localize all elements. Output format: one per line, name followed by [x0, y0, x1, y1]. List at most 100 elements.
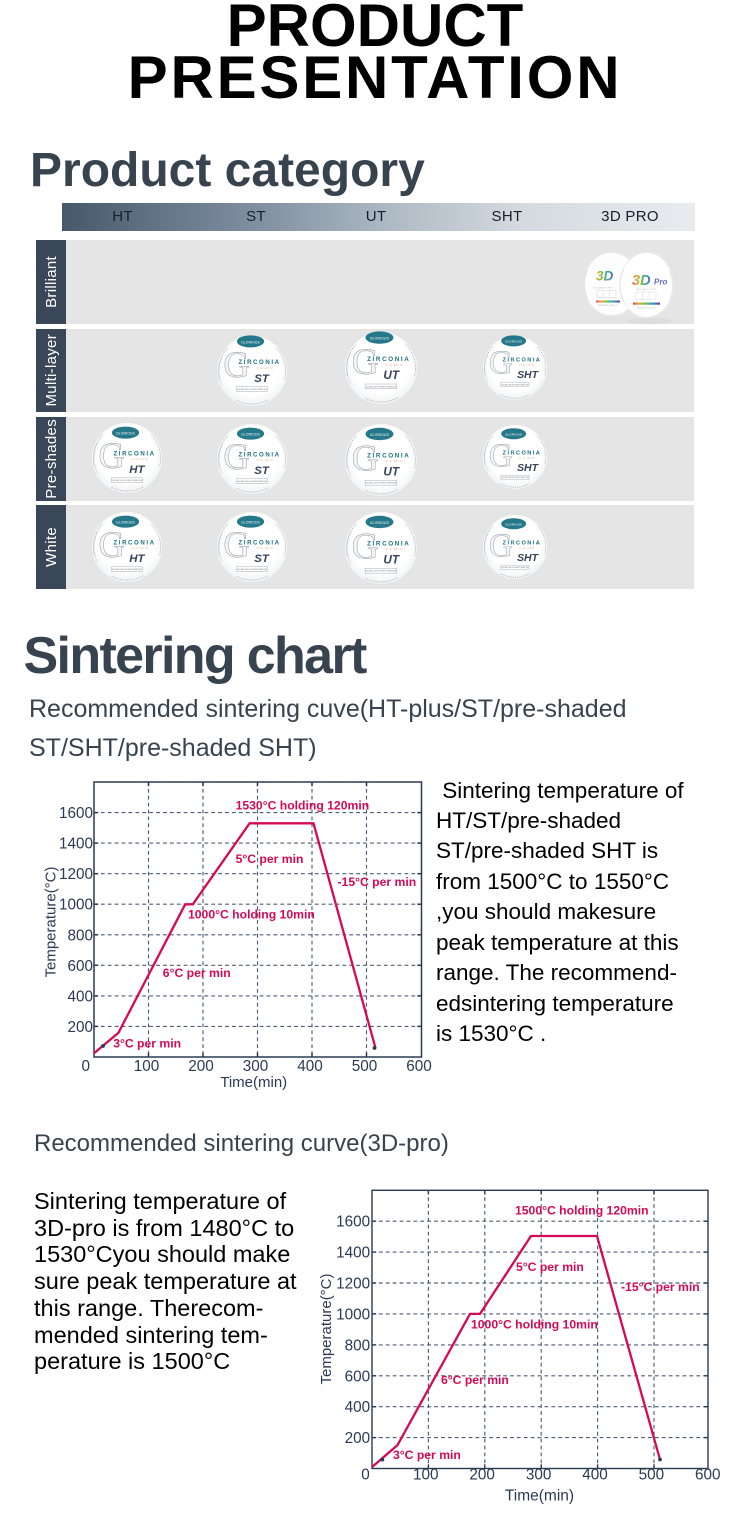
svg-text:G: G — [352, 342, 379, 383]
svg-text:st ut sht ht: st ut sht ht — [519, 364, 535, 367]
svg-text:200: 200 — [188, 1058, 214, 1075]
svg-text:ZIRCONIA: ZIRCONIA — [367, 452, 410, 459]
svg-text:400: 400 — [345, 1399, 371, 1416]
svg-text:1600: 1600 — [336, 1214, 370, 1231]
svg-text:GLORIOUS: GLORIOUS — [241, 520, 260, 524]
svg-text:ZIRCONIA: ZIRCONIA — [367, 356, 410, 363]
svg-text:1600: 1600 — [59, 805, 93, 822]
svg-text:3D: 3D — [632, 273, 651, 289]
svg-text:ZIRCONIA: ZIRCONIA — [113, 539, 155, 546]
svg-text:st ut sht ht: st ut sht ht — [256, 546, 273, 550]
svg-text:ST: ST — [254, 372, 270, 384]
svg-text:DIGITAL DISK FOR RESTORATIONS: DIGITAL DISK FOR RESTORATIONS — [112, 479, 143, 482]
svg-text:DIGITAL DISK FOR RESTORATIONS: DIGITAL DISK FOR RESTORATIONS — [501, 566, 528, 569]
svg-text:SHT: SHT — [517, 552, 540, 563]
svg-text:GLORIOUS: GLORIOUS — [505, 522, 522, 526]
svg-text:ZIRCONIA: ZIRCONIA — [238, 359, 280, 366]
svg-text:1000: 1000 — [59, 897, 93, 914]
svg-text:1200: 1200 — [336, 1276, 370, 1293]
svg-text:GLORIOUS: GLORIOUS — [370, 433, 390, 437]
svg-text:600: 600 — [345, 1368, 371, 1385]
svg-text:500: 500 — [352, 1058, 378, 1075]
svg-text:400: 400 — [582, 1467, 608, 1484]
svg-text:st ut sht ht: st ut sht ht — [519, 457, 535, 460]
svg-text:100: 100 — [413, 1467, 439, 1484]
svg-text:6°C per min: 6°C per min — [163, 966, 231, 980]
svg-text:ISO QUALITY TEST: ISO QUALITY TEST — [593, 287, 614, 290]
svg-text:SHT: SHT — [517, 463, 540, 474]
svg-text:GLORIOUS: GLORIOUS — [241, 432, 260, 436]
svg-text:Temperature(°C): Temperature(°C) — [318, 1273, 335, 1384]
svg-text:600: 600 — [67, 958, 93, 975]
svg-text:ZIRCONIA: ZIRCONIA — [503, 451, 542, 457]
svg-text:ZIRCONIA: ZIRCONIA — [238, 451, 280, 458]
svg-text:DIGITAL DISK FOR RESTORATIONS: DIGITAL DISK FOR RESTORATIONS — [366, 569, 397, 572]
svg-text:st ut sht ht: st ut sht ht — [386, 459, 403, 463]
svg-text:G: G — [489, 438, 513, 475]
svg-text:GLORIOUS: GLORIOUS — [116, 432, 135, 436]
svg-text:DIGITAL DISK FOR RESTORATIONS: DIGITAL DISK FOR RESTORATIONS — [237, 480, 268, 483]
svg-text:Time(min): Time(min) — [220, 1074, 287, 1091]
svg-text:UT: UT — [383, 553, 399, 566]
svg-text:300: 300 — [526, 1467, 552, 1484]
svg-text:100: 100 — [134, 1058, 160, 1075]
svg-text:1400: 1400 — [336, 1245, 370, 1262]
svg-text:G: G — [352, 526, 379, 567]
svg-text:-15°C per min: -15°C per min — [621, 1280, 700, 1294]
svg-text:1500°C holding 120min: 1500°C holding 120min — [515, 1204, 649, 1218]
svg-text:GLORIOUS: GLORIOUS — [505, 339, 522, 343]
svg-text:3°C per min: 3°C per min — [393, 1448, 461, 1462]
svg-text:-15°C per min: -15°C per min — [338, 875, 417, 889]
svg-text:G: G — [223, 436, 249, 477]
svg-text:G: G — [489, 527, 513, 564]
svg-text:GLORIOUS: GLORIOUS — [370, 337, 390, 341]
svg-text:G: G — [352, 439, 379, 480]
svg-text:300: 300 — [243, 1058, 269, 1075]
svg-text:600: 600 — [406, 1058, 432, 1075]
svg-text:ZIRCONIA: ZIRCONIA — [238, 539, 280, 546]
svg-text:G: G — [223, 524, 249, 565]
svg-text:ZIRCONIA: ZIRCONIA — [367, 540, 410, 547]
svg-text:st ut sht ht: st ut sht ht — [386, 363, 403, 367]
svg-text:800: 800 — [67, 927, 93, 944]
svg-text:ZIRCONIA: ZIRCONIA — [503, 540, 542, 546]
svg-text:3D: 3D — [596, 269, 614, 284]
svg-text:ZIRCONIA: ZIRCONIA — [503, 357, 542, 363]
svg-text:DIGITAL DISK FOR RESTORATIONS: DIGITAL DISK FOR RESTORATIONS — [501, 477, 528, 480]
svg-text:st ut sht ht: st ut sht ht — [131, 546, 148, 550]
svg-text:0: 0 — [361, 1467, 370, 1484]
svg-text:ISO QUALITY TEST: ISO QUALITY TEST — [636, 288, 657, 291]
svg-text:600: 600 — [695, 1467, 721, 1484]
svg-text:st ut sht ht: st ut sht ht — [131, 457, 148, 461]
svg-text:0: 0 — [82, 1058, 91, 1075]
svg-text:Time(min): Time(min) — [505, 1488, 574, 1505]
svg-text:G: G — [98, 524, 124, 565]
svg-text:200: 200 — [345, 1430, 371, 1447]
svg-text:SHT: SHT — [517, 370, 540, 381]
svg-text:ST: ST — [254, 553, 270, 565]
svg-text:1530°C holding 120min: 1530°C holding 120min — [236, 799, 370, 813]
svg-text:GLORIOUS: GLORIOUS — [505, 433, 522, 437]
svg-text:st ut sht ht: st ut sht ht — [256, 365, 273, 369]
svg-text:6°C per min: 6°C per min — [441, 1373, 509, 1387]
svg-text:5°C per min: 5°C per min — [236, 852, 304, 866]
svg-text:DIGITAL DISK FOR RESTORATIONS: DIGITAL DISK FOR RESTORATIONS — [237, 387, 268, 390]
svg-text:1000°C holding 10min: 1000°C holding 10min — [471, 1318, 598, 1332]
svg-text:3°C per min: 3°C per min — [113, 1037, 181, 1051]
svg-text:DIGITAL DISK FOR RESTORATIONS: DIGITAL DISK FOR RESTORATIONS — [366, 386, 397, 389]
svg-text:DIGITAL DISK FOR RESTORATIONS: DIGITAL DISK FOR RESTORATIONS — [237, 568, 268, 571]
svg-text:UT: UT — [383, 466, 399, 479]
svg-text:GLORIOUS: GLORIOUS — [241, 340, 260, 344]
svg-text:200: 200 — [469, 1467, 495, 1484]
svg-text:DIGITAL DISK FOR RESTORATIONS: DIGITAL DISK FOR RESTORATIONS — [501, 383, 528, 386]
svg-text:UT: UT — [383, 369, 399, 382]
svg-text:HT: HT — [129, 464, 145, 476]
svg-text:1200: 1200 — [59, 866, 93, 883]
svg-text:PREMIUM QUALITY: PREMIUM QUALITY — [636, 307, 657, 310]
svg-text:GLORIOUS: GLORIOUS — [116, 521, 135, 525]
svg-text:DIGITAL DISK FOR RESTORATIONS: DIGITAL DISK FOR RESTORATIONS — [112, 568, 143, 571]
svg-text:st ut sht ht: st ut sht ht — [386, 547, 403, 551]
svg-text:st ut sht ht: st ut sht ht — [519, 546, 535, 549]
svg-text:1000°C holding 10min: 1000°C holding 10min — [188, 908, 315, 922]
svg-text:400: 400 — [67, 988, 93, 1005]
